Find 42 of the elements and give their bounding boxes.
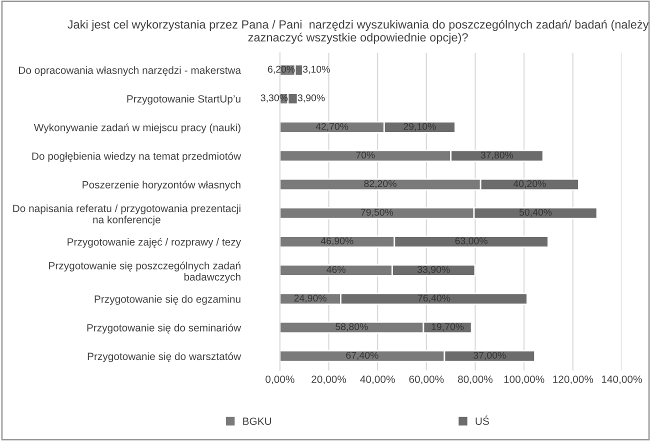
x-tick-label: 120,00% (553, 376, 594, 384)
y-tick-label: Do napisania referatu / przygotowania prezentacji na konferencje (13, 204, 240, 226)
data-label: 24,90% (294, 294, 326, 303)
data-label: 3,90% (298, 94, 325, 102)
x-tick-label: 0,00% (266, 376, 294, 384)
data-label: 50,40% (519, 208, 552, 217)
data-label: 42,70% (316, 123, 348, 132)
x-tick-label: 80,00% (458, 376, 493, 384)
data-label: 33,90% (417, 266, 450, 274)
legend-label: BGKU (243, 418, 272, 425)
chart-title: Jaki jest cel wykorzystania przez Pana / Pani narzędzi wyszukiwania do poszczególnych zadań/ badań (należy zaznaczyć wszystkie odpowiednie opcje)? (68, 20, 649, 44)
x-tick-label: 20,00% (312, 376, 346, 384)
data-label: 82,20% (364, 180, 396, 188)
x-tick-label: 100,00% (504, 376, 544, 384)
y-tick-label: Przygotowanie się do warsztatów (88, 352, 242, 362)
data-label: 3,10% (303, 66, 330, 74)
y-tick-label: Przygotowanie zajęć / rozprawy / tezy (68, 238, 242, 248)
data-label: 63,00% (455, 237, 488, 246)
data-label: 37,00% (474, 352, 506, 360)
x-tick-label: 40,00% (360, 376, 395, 384)
data-label: 70% (356, 152, 375, 159)
y-tick-label: Przygotowanie się poszczególnych zadań badawczych (49, 262, 240, 283)
y-tick-label: Przygotowanie StartUp’u (127, 94, 240, 105)
data-label: 37,80% (480, 152, 514, 160)
data-label: 58,80% (336, 323, 368, 332)
data-label: 46% (326, 266, 346, 273)
legend-label: UŚ (476, 416, 489, 425)
data-label: 79,50% (360, 208, 394, 217)
y-tick-label: Do pogłębienia wiedzy na temat przedmiotów (32, 152, 242, 162)
data-label: 19,70% (432, 323, 464, 332)
y-tick-label: Wykonywanie zadań w miejscu pracy (nauki) (34, 123, 240, 134)
y-tick-label: Przygotowanie się do seminariów (87, 324, 242, 334)
data-label: 76,40% (418, 294, 450, 303)
data-label: 67,40% (346, 352, 378, 360)
data-label: 46,90% (320, 237, 354, 246)
data-label: 40,20% (513, 180, 546, 188)
y-tick-label: Poszerzenie horyzontów własnych (82, 180, 240, 190)
x-tick-label: 140,00% (602, 376, 642, 384)
x-tick-label: 60,00% (409, 376, 444, 384)
y-tick-label: Przygotowanie się do egzaminu (94, 295, 240, 305)
data-label: 29,10% (404, 123, 436, 132)
y-tick-label: Do opracowania własnych narzędzi - makerstwa (19, 66, 242, 76)
